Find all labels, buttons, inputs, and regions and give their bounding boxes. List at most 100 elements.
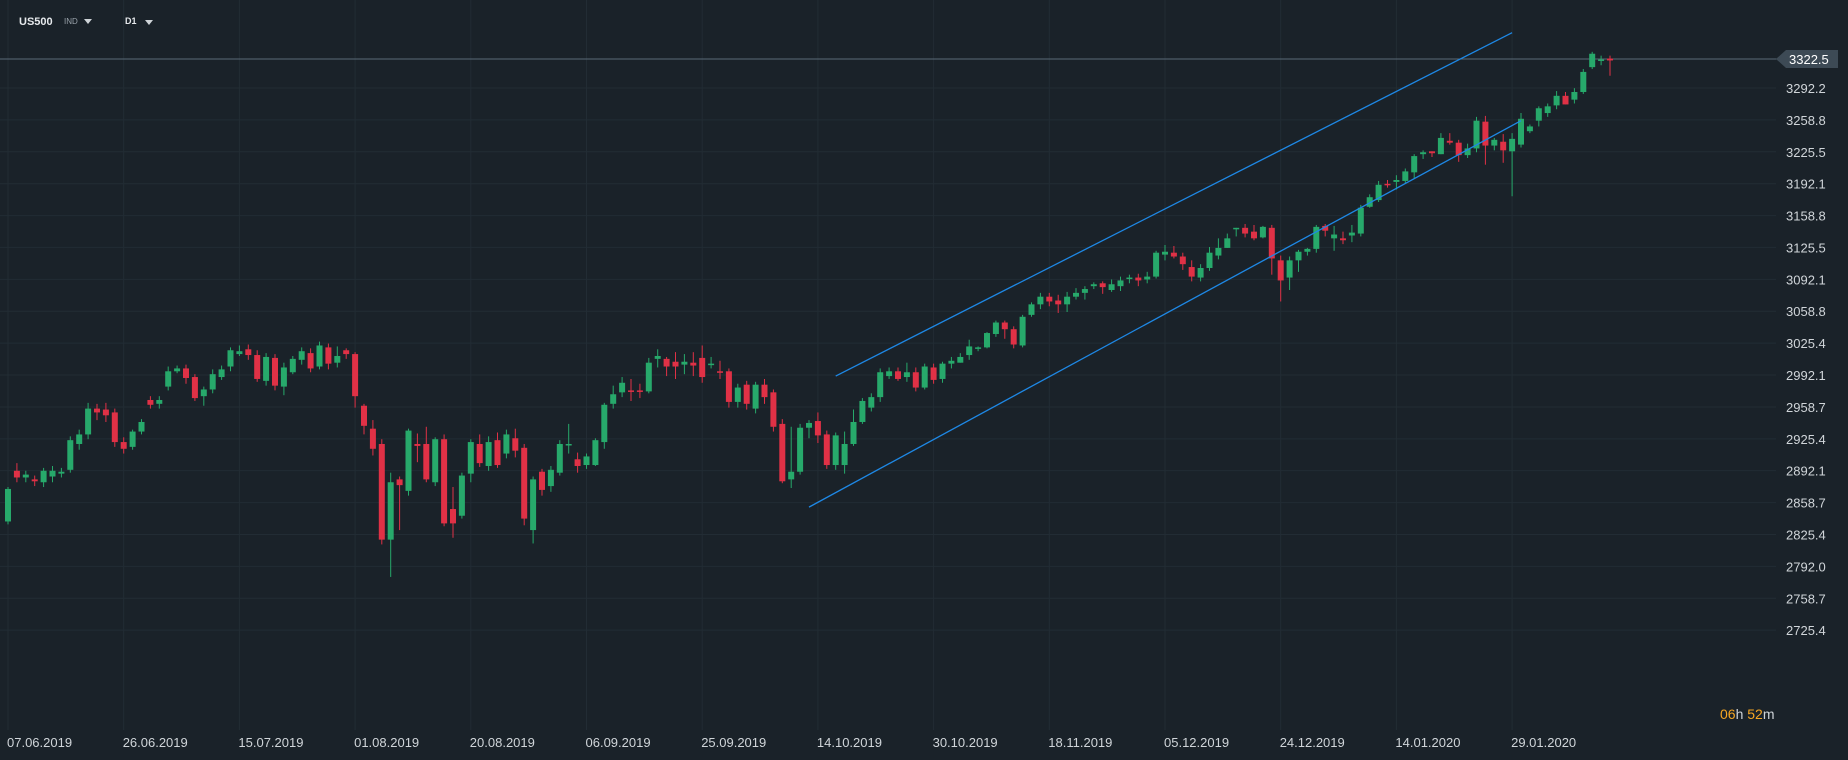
candle-up[interactable] (645, 362, 652, 392)
candle-down[interactable] (494, 440, 501, 466)
candle-down[interactable] (352, 354, 359, 397)
candle-up[interactable] (850, 421, 857, 444)
candle-up[interactable] (547, 469, 554, 487)
candle-up[interactable] (619, 382, 626, 393)
candle-down[interactable] (895, 371, 901, 379)
candle-down[interactable] (94, 408, 100, 413)
candle-down[interactable] (1277, 260, 1284, 281)
candle-down[interactable] (1099, 283, 1106, 288)
candle-down[interactable] (31, 479, 38, 482)
candle-up[interactable] (156, 399, 163, 404)
candle-down[interactable] (1455, 142, 1462, 156)
candle-up[interactable] (1411, 156, 1418, 173)
candle-down[interactable] (1251, 231, 1257, 239)
candle-up[interactable] (877, 372, 884, 398)
candle-up[interactable] (1233, 227, 1240, 230)
candle-down[interactable] (1001, 322, 1008, 330)
candle-up[interactable] (1215, 247, 1222, 256)
candle-down[interactable] (512, 438, 519, 451)
timeframe-dropdown-icon[interactable] (145, 20, 153, 25)
candle-down[interactable] (823, 434, 830, 466)
candle-up[interactable] (1064, 296, 1071, 305)
candle-down[interactable] (147, 399, 154, 405)
candle-up[interactable] (1019, 316, 1026, 346)
candle-down[interactable] (1170, 252, 1177, 257)
candle-up[interactable] (957, 356, 964, 363)
candle-down[interactable] (539, 471, 545, 490)
candle-up[interactable] (992, 322, 999, 334)
candle-up[interactable] (76, 434, 83, 444)
candle-down[interactable] (1482, 121, 1489, 146)
candle-up[interactable] (583, 456, 590, 466)
candle-down[interactable] (441, 439, 448, 524)
candle-down[interactable] (1010, 329, 1017, 345)
candle-up[interactable] (1393, 179, 1400, 182)
candle-down[interactable] (761, 384, 768, 398)
candle-up[interactable] (458, 475, 465, 516)
candle-up[interactable] (129, 431, 136, 447)
candle-up[interactable] (966, 346, 973, 356)
candle-up[interactable] (280, 367, 287, 387)
candle-up[interactable] (218, 369, 225, 378)
candle-down[interactable] (307, 353, 314, 369)
candle-down[interactable] (183, 368, 189, 378)
candle-up[interactable] (316, 345, 323, 367)
candle-up[interactable] (1375, 184, 1382, 201)
channel-upper-line[interactable] (835, 32, 1513, 377)
candle-down[interactable] (191, 377, 198, 399)
candle-down[interactable] (272, 357, 278, 386)
candle-down[interactable] (1384, 183, 1391, 186)
candle-up[interactable] (85, 408, 92, 435)
candle-up[interactable] (1081, 289, 1088, 293)
candle-down[interactable] (1340, 238, 1346, 241)
candle-up[interactable] (1464, 148, 1471, 156)
candle-down[interactable] (254, 355, 261, 379)
candle-down[interactable] (699, 357, 706, 378)
candle-down[interactable] (1046, 296, 1053, 302)
candle-up[interactable] (1162, 251, 1168, 255)
candle-down[interactable] (1446, 140, 1453, 143)
candle-up[interactable] (921, 366, 928, 388)
candle-up[interactable] (708, 363, 715, 366)
candle-up[interactable] (1304, 248, 1311, 252)
candle-up[interactable] (1331, 234, 1338, 239)
candle-up[interactable] (200, 389, 207, 397)
candle-up[interactable] (1553, 95, 1560, 106)
category-label[interactable]: IND (64, 17, 78, 26)
candle-up[interactable] (289, 358, 296, 373)
candle-down[interactable] (1607, 58, 1613, 61)
candle-up[interactable] (236, 351, 243, 355)
candle-up[interactable] (174, 368, 181, 372)
candle-up[interactable] (1295, 251, 1302, 261)
candle-up[interactable] (227, 350, 234, 367)
candle-up[interactable] (22, 474, 29, 478)
candle-down[interactable] (102, 409, 109, 416)
candle-down[interactable] (574, 459, 581, 466)
candle-up[interactable] (556, 443, 563, 473)
candle-up[interactable] (1259, 226, 1266, 238)
candle-up[interactable] (1073, 292, 1079, 297)
candle-up[interactable] (1598, 59, 1605, 61)
candle-up[interactable] (565, 443, 572, 446)
candle-up[interactable] (467, 442, 474, 474)
candle-down[interactable] (663, 358, 670, 367)
candle-up[interactable] (1366, 197, 1373, 207)
candle-up[interactable] (5, 488, 11, 522)
candle-up[interactable] (681, 361, 688, 365)
candle-down[interactable] (1562, 95, 1569, 105)
timeframe-selector[interactable]: D1 (125, 16, 137, 26)
candle-up[interactable] (1518, 118, 1524, 145)
candle-up[interactable] (1571, 91, 1578, 100)
candle-down[interactable] (111, 412, 118, 443)
candle-down[interactable] (414, 443, 421, 446)
candle-down[interactable] (1429, 151, 1435, 154)
candle-up[interactable] (1589, 53, 1596, 68)
candle-up[interactable] (859, 400, 866, 422)
candle-up[interactable] (1509, 138, 1516, 152)
candle-up[interactable] (1535, 108, 1542, 121)
candle-up[interactable] (1286, 260, 1293, 278)
candle-up[interactable] (1526, 126, 1533, 132)
candle-up[interactable] (1197, 267, 1204, 278)
candle-up[interactable] (530, 479, 537, 531)
candle-up[interactable] (601, 404, 608, 443)
